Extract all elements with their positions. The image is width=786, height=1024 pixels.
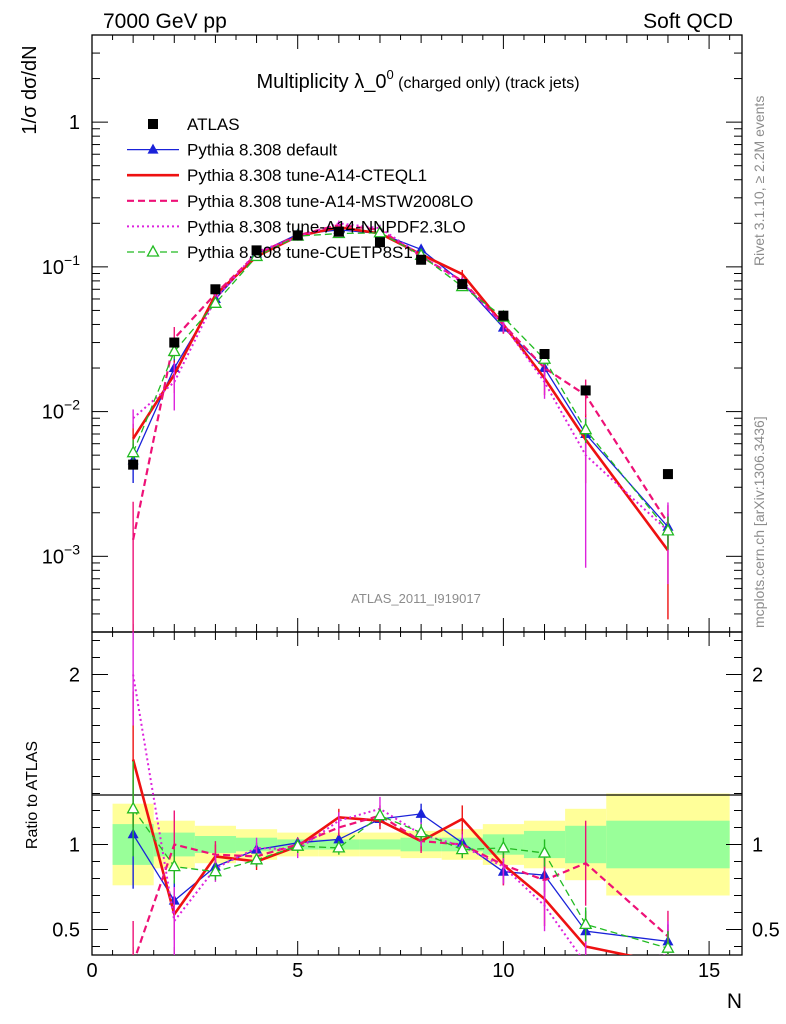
ratio-y-tick-label-right: 2 <box>752 665 763 687</box>
tick-labels: 0 5 10 15 10−3 10−2 10−1 1 0.5 0.5 1 1 2 2 <box>42 112 780 982</box>
data-point <box>539 349 550 360</box>
analysis-label: ATLAS_2011_I919017 <box>351 591 481 606</box>
header-left: 7000 GeV pp <box>103 10 227 33</box>
y-tick-label: 10−2 <box>42 397 80 424</box>
legend: ATLAS Pythia 8.308 default Pythia 8.308 tu… <box>127 115 473 262</box>
data-point <box>374 237 385 248</box>
data-point <box>292 230 303 241</box>
ratio-point-4 <box>455 842 469 855</box>
ratio-point-4 <box>537 845 552 858</box>
legend-marker-1 <box>147 143 159 154</box>
rivet-version-label: Rivet 3.1.10, ≥ 2.2M events <box>751 96 767 266</box>
x-tick-label: 0 <box>86 960 97 982</box>
data-point <box>333 226 344 237</box>
ratio-point-4 <box>291 838 305 851</box>
series-point-4 <box>373 225 387 238</box>
band-green <box>606 820 730 869</box>
series-point-4 <box>249 249 264 262</box>
series-point-4 <box>579 422 593 435</box>
y-tick-label: 10−1 <box>42 252 80 279</box>
ratio-y-tick-label: 0.5 <box>52 920 80 942</box>
series-point-4 <box>126 445 140 458</box>
ratio-point-0 <box>333 833 345 844</box>
data-point <box>498 310 509 321</box>
plot-title: Multiplicity λ_00 (charged only) (track … <box>256 67 579 93</box>
ratio-y-tick-label: 1 <box>69 835 80 857</box>
ratio-point-4 <box>167 859 181 872</box>
data-point <box>210 284 221 295</box>
legend-label-0: ATLAS <box>187 115 240 134</box>
x-tick-label: 15 <box>698 960 720 982</box>
y-tick-label: 1 <box>69 112 80 134</box>
ratio-axis-title: Ratio to ATLAS <box>24 741 41 849</box>
legend-label-1: Pythia 8.308 default <box>187 141 338 160</box>
y-tick-label: 10−3 <box>42 541 80 568</box>
ratio-point-4 <box>414 825 428 838</box>
axis-ticks <box>91 34 742 955</box>
ratio-y-tick-label-right: 1 <box>752 835 763 857</box>
data-point <box>580 385 591 396</box>
data-point <box>457 279 468 290</box>
mc-series-ratio <box>126 632 675 955</box>
ratio-y-tick-label: 2 <box>69 665 80 687</box>
legend-label-2: Pythia 8.308 tune-A14-CTEQL1 <box>187 166 427 185</box>
legend-label-5: Pythia 8.308 tune-CUETP8S1 <box>187 243 413 262</box>
legend-marker-5 <box>146 244 160 257</box>
ratio-point-4 <box>249 852 264 865</box>
legend-label-4: Pythia 8.308 tune-A14-NNPDF2.3LO <box>187 217 466 236</box>
data-point <box>169 337 180 348</box>
ratio-point-4 <box>126 801 140 814</box>
data-point <box>251 245 262 256</box>
y-axis-title: 1/σ dσ/dN <box>19 45 41 134</box>
ratio-point-4 <box>496 840 510 853</box>
data-point <box>128 459 139 470</box>
band-green <box>359 839 401 850</box>
ratio-point-4 <box>579 917 593 930</box>
legend-marker-0 <box>148 119 158 129</box>
x-tick-label: 5 <box>292 960 303 982</box>
ratio-point-4 <box>661 940 675 953</box>
header-right: Soft QCD <box>643 10 733 33</box>
ratio-point-4 <box>332 840 346 853</box>
data-point <box>662 469 673 480</box>
series-point-4 <box>167 344 181 357</box>
mcplots-label: mcplots.cern.ch [arXiv:1306.3436] <box>751 416 767 628</box>
series-point-4 <box>208 295 223 308</box>
x-axis-title: N <box>727 990 742 1013</box>
ratio-point-0 <box>415 807 427 818</box>
x-tick-label: 10 <box>492 960 514 982</box>
legend-label-3: Pythia 8.308 tune-A14-MSTW2008LO <box>187 192 473 211</box>
data-points-top <box>128 226 673 480</box>
data-point <box>416 254 427 265</box>
series-point-4 <box>661 523 675 536</box>
ratio-point-4 <box>373 808 387 821</box>
ratio-point-4 <box>208 864 223 877</box>
ratio-y-tick-label-right: 0.5 <box>752 920 780 942</box>
